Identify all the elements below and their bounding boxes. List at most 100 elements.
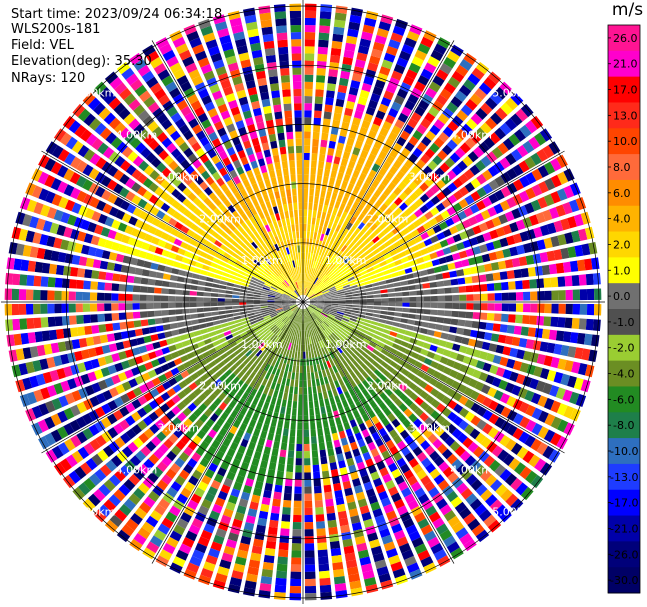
range-gate — [253, 347, 260, 355]
range-gate — [287, 287, 293, 293]
range-gate — [377, 322, 386, 328]
range-gate — [504, 118, 518, 131]
range-gate — [327, 76, 337, 85]
range-gate — [243, 432, 252, 441]
range-gate — [187, 202, 197, 212]
range-gate — [454, 335, 463, 344]
range-gate — [553, 343, 563, 355]
range-gate — [440, 332, 449, 340]
range-gate — [261, 142, 270, 151]
range-gate — [330, 170, 338, 179]
range-gate — [33, 202, 44, 215]
range-gate — [483, 332, 493, 341]
range-gate — [340, 351, 348, 360]
range-gate — [394, 287, 402, 292]
range-gate — [281, 302, 289, 305]
range-gate — [293, 238, 297, 246]
range-gate — [307, 307, 313, 313]
range-gate — [360, 445, 369, 455]
range-gate — [474, 381, 485, 392]
range-gate — [290, 335, 294, 344]
range-gate — [268, 373, 275, 382]
range-gate — [36, 247, 46, 260]
range-gate — [257, 220, 264, 228]
range-gate — [325, 90, 335, 99]
range-gate — [392, 355, 402, 364]
range-gate — [534, 265, 544, 276]
range-gate — [215, 528, 227, 538]
range-gate — [318, 255, 323, 263]
range-gate — [260, 234, 268, 243]
range-gate — [543, 429, 556, 443]
range-gate — [224, 405, 233, 415]
range-gate — [133, 58, 147, 71]
range-gate — [185, 271, 194, 278]
range-gate — [226, 471, 236, 481]
range-gate — [265, 248, 272, 256]
range-gate — [233, 263, 242, 270]
range-gate — [345, 428, 353, 437]
range-gate — [338, 165, 346, 174]
range-gate — [394, 307, 403, 312]
range-gate — [175, 302, 183, 308]
range-gate — [238, 233, 246, 242]
range-gate — [254, 239, 261, 247]
range-gate — [522, 242, 532, 254]
range-gate — [151, 217, 161, 227]
range-gate — [287, 196, 292, 204]
range-gate — [219, 352, 228, 360]
range-gate — [69, 419, 81, 432]
range-gate — [245, 117, 254, 126]
range-gate — [472, 284, 481, 292]
range-gate — [279, 211, 285, 220]
range-gate — [315, 414, 322, 423]
range-gate — [347, 182, 355, 192]
range-gate — [332, 119, 341, 129]
range-gate — [197, 340, 206, 348]
range-gate — [251, 276, 259, 282]
range-gate — [455, 372, 465, 382]
range-gate — [150, 359, 160, 368]
range-gate — [274, 302, 282, 304]
range-gate — [35, 218, 46, 231]
range-gate — [114, 232, 124, 242]
range-gate — [232, 210, 240, 219]
range-gate — [275, 294, 283, 298]
range-gate — [296, 358, 300, 366]
range-gate — [393, 317, 402, 322]
range-gate — [282, 294, 290, 298]
range-gate — [100, 227, 111, 237]
range-gate — [389, 267, 398, 273]
range-gate — [491, 445, 504, 458]
range-gate — [300, 238, 303, 246]
range-gate — [200, 222, 209, 231]
range-gate — [176, 99, 188, 111]
range-gate — [461, 259, 470, 267]
range-gate — [170, 481, 182, 492]
range-gate — [357, 221, 366, 230]
range-gate — [322, 266, 328, 274]
range-gate — [292, 74, 302, 83]
range-gate — [344, 487, 354, 497]
range-gate — [520, 268, 529, 278]
range-gate — [316, 296, 324, 299]
range-gate — [53, 355, 63, 367]
range-gate — [407, 253, 416, 261]
range-gate — [186, 30, 200, 42]
range-gate — [208, 212, 218, 221]
range-gate — [412, 271, 421, 278]
range-gate — [207, 326, 215, 333]
range-gate — [136, 407, 148, 418]
range-gate — [150, 436, 162, 447]
range-gate — [459, 294, 467, 301]
range-gate — [274, 352, 280, 361]
range-gate — [317, 333, 323, 341]
range-gate — [556, 403, 568, 416]
range-gate — [171, 394, 181, 404]
range-gate — [346, 249, 353, 257]
range-gate — [307, 274, 311, 282]
range-gate — [336, 346, 343, 354]
range-gate — [274, 303, 282, 305]
range-gate — [249, 363, 257, 371]
range-gate — [397, 222, 406, 231]
